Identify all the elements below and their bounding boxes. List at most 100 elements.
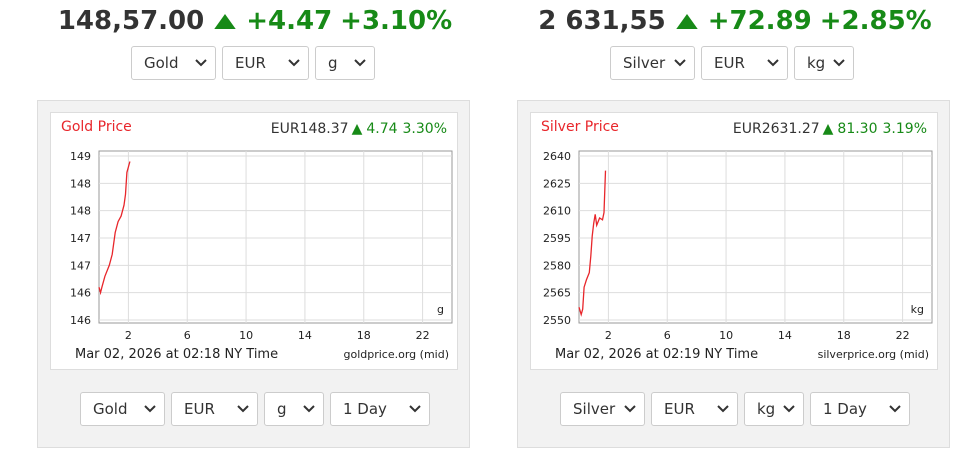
chevron-path — [195, 59, 207, 67]
quote-price: EUR2631.27 — [733, 121, 820, 137]
dropdown-value: EUR — [235, 54, 266, 72]
dropdown[interactable]: kg — [794, 46, 854, 80]
y-tick-label: 146 — [70, 287, 91, 300]
up-triangle — [214, 13, 237, 30]
chevron — [409, 405, 421, 413]
y-tick-label: 2640 — [543, 150, 571, 163]
unit-label: g — [437, 303, 444, 316]
chart-box: Gold Price EUR148.37 ▲ 4.74 3.30% 146 146 147 14… — [50, 112, 458, 370]
chart-title: Gold Price — [61, 119, 132, 135]
quote-price: EUR148.37 — [271, 121, 349, 137]
dropdown[interactable]: Silver — [610, 46, 695, 80]
chevron — [195, 59, 207, 67]
chevron — [303, 405, 315, 413]
x-tick-label: 6 — [184, 329, 191, 342]
dropdown[interactable]: EUR — [171, 392, 258, 426]
chart-panel: Silver Price EUR2631.27 ▲ 81.30 3.19% 2550 256… — [517, 100, 950, 448]
dropdown[interactable]: g — [315, 46, 375, 80]
up-triangle-path — [675, 13, 698, 30]
dropdown-value: 1 Day — [823, 400, 867, 418]
chevron-path — [409, 405, 421, 413]
price-header: 2 631,55 +72.89 +2.85% — [480, 6, 961, 36]
quote: EUR2631.27 ▲ 81.30 3.19% — [733, 121, 927, 137]
dropdown[interactable]: Gold — [131, 46, 216, 80]
dropdown[interactable]: Gold — [80, 392, 165, 426]
chevron — [144, 405, 156, 413]
dropdown[interactable]: EUR — [651, 392, 738, 426]
chevron-path — [288, 59, 300, 67]
quote-change: 4.74 — [366, 121, 397, 137]
chevron-path — [303, 405, 315, 413]
dropdown-value: EUR — [714, 54, 745, 72]
dropdown-value: kg — [757, 400, 776, 418]
dropdown[interactable]: Silver — [560, 392, 645, 426]
dropdown-value: kg — [807, 54, 826, 72]
dropdown[interactable]: g — [264, 392, 324, 426]
y-tick-label: 146 — [70, 314, 91, 327]
y-tick-label: 2565 — [543, 287, 571, 300]
chevron-path — [144, 405, 156, 413]
select-row: Silver EUR kg 1 Day — [560, 392, 910, 426]
dropdown-value: Gold — [93, 400, 128, 418]
price: 148,57.00 — [57, 6, 205, 36]
chart: Gold Price EUR148.37 ▲ 4.74 3.30% 146 146 147 14… — [61, 119, 453, 362]
dropdown-value: EUR — [184, 400, 215, 418]
dropdown-value: Silver — [573, 400, 616, 418]
chart-title: Silver Price — [541, 119, 619, 135]
price-header: 148,57.00 +4.47 +3.10% — [0, 6, 510, 36]
unit-label: kg — [911, 303, 924, 316]
x-tick-label: 6 — [664, 329, 671, 342]
y-tick-label: 2595 — [543, 232, 571, 245]
chevron — [833, 59, 845, 67]
x-tick-label: 10 — [239, 329, 253, 342]
change: +72.89 — [707, 6, 812, 36]
y-tick-label: 147 — [70, 259, 91, 272]
dropdown-value: g — [328, 54, 338, 72]
x-tick-label: 2 — [125, 329, 132, 342]
price-widget: 148,57.00 +4.47 +3.10% Gold EUR g Gold Price EU… — [0, 0, 480, 470]
y-tick-label: 148 — [70, 177, 91, 190]
chevron-path — [833, 59, 845, 67]
y-tick-label: 2580 — [543, 259, 571, 272]
x-tick-label: 10 — [719, 329, 733, 342]
chevron — [783, 405, 795, 413]
quote-percent: 3.30% — [403, 121, 447, 137]
price-line — [578, 170, 607, 317]
dropdown[interactable]: 1 Day — [330, 392, 430, 426]
chevron — [889, 405, 901, 413]
dropdown[interactable]: 1 Day — [810, 392, 910, 426]
up-triangle — [675, 13, 698, 30]
dropdown[interactable]: EUR — [222, 46, 309, 80]
dropdown-value: 1 Day — [343, 400, 387, 418]
chevron-path — [889, 405, 901, 413]
chevron — [288, 59, 300, 67]
price: 2 631,55 — [538, 6, 666, 36]
chevron-path — [354, 59, 366, 67]
chevron-path — [783, 405, 795, 413]
chevron — [354, 59, 366, 67]
y-tick-label: 2625 — [543, 177, 571, 190]
chevron-path — [674, 59, 686, 67]
chevron-path — [767, 59, 779, 67]
y-tick-label: 147 — [70, 232, 91, 245]
chevron — [717, 405, 729, 413]
dropdown-value: Gold — [144, 54, 179, 72]
chevron — [674, 59, 686, 67]
dropdown[interactable]: EUR — [701, 46, 788, 80]
dropdown-value: g — [277, 400, 287, 418]
timestamp: Mar 02, 2026 at 02:18 NY Time — [75, 347, 278, 362]
x-tick-label: 18 — [837, 329, 851, 342]
y-tick-label: 2550 — [543, 314, 571, 327]
chevron — [767, 59, 779, 67]
dropdown[interactable]: kg — [744, 392, 804, 426]
x-tick-label: 18 — [357, 329, 371, 342]
chevron — [237, 405, 249, 413]
quote-arrow: ▲ — [352, 121, 363, 137]
select-row: Gold EUR g 1 Day — [80, 392, 430, 426]
quote: EUR148.37 ▲ 4.74 3.30% — [271, 121, 447, 137]
chart-box: Silver Price EUR2631.27 ▲ 81.30 3.19% 2550 256… — [530, 112, 938, 370]
select-row: Gold EUR g — [131, 46, 375, 80]
source: goldprice.org (mid) — [344, 348, 450, 361]
quote-arrow: ▲ — [823, 121, 834, 137]
